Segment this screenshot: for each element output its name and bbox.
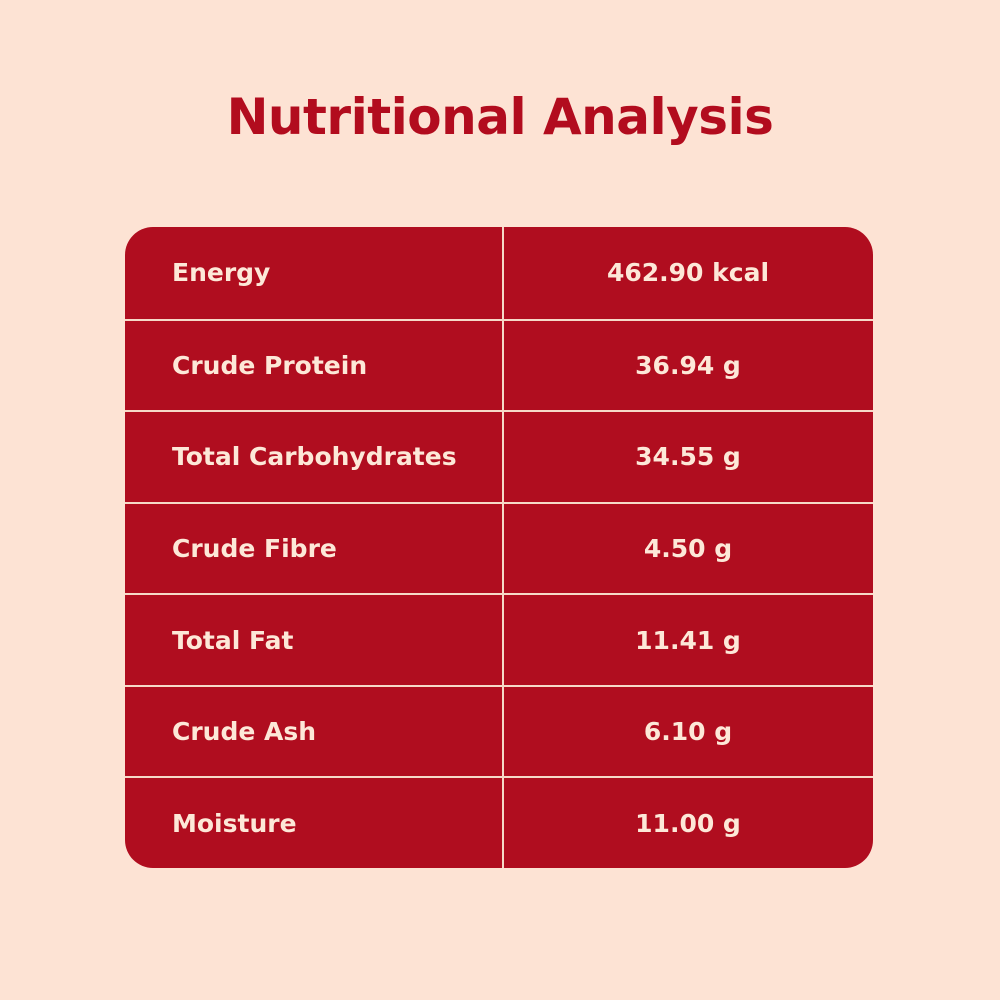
table-row: Total Carbohydrates 34.55 g	[125, 410, 873, 502]
row-label: Total Fat	[172, 625, 294, 655]
row-label: Moisture	[172, 808, 297, 838]
column-divider	[502, 227, 504, 868]
row-value: 36.94 g	[635, 350, 741, 380]
row-label: Total Carbohydrates	[172, 442, 457, 472]
table-row: Crude Protein 36.94 g	[125, 318, 873, 411]
row-label: Energy	[172, 258, 271, 288]
row-value: 11.41 g	[635, 625, 741, 655]
table-row: Crude Ash 6.10 g	[125, 684, 873, 777]
table-row: Crude Fibre 4.50 g	[125, 501, 873, 594]
table-row: Energy 462.90 kcal	[125, 227, 873, 319]
nutrition-table: Energy 462.90 kcal Crude Protein 36.94 g Tot…	[125, 227, 873, 868]
row-value: 462.90 kcal	[606, 258, 770, 288]
row-value: 11.00 g	[635, 808, 741, 838]
title: Nutritional Analysis	[226, 88, 774, 146]
row-value: 6.10 g	[643, 717, 733, 747]
row-label: Crude Fibre	[172, 533, 337, 563]
row-label: Crude Protein	[172, 350, 368, 380]
row-value: 4.50 g	[643, 533, 733, 563]
row-value: 34.55 g	[635, 442, 741, 472]
table-row: Total Fat 11.41 g	[125, 593, 873, 685]
table-row: Moisture 11.00 g	[125, 776, 873, 868]
row-label: Crude Ash	[172, 717, 317, 747]
